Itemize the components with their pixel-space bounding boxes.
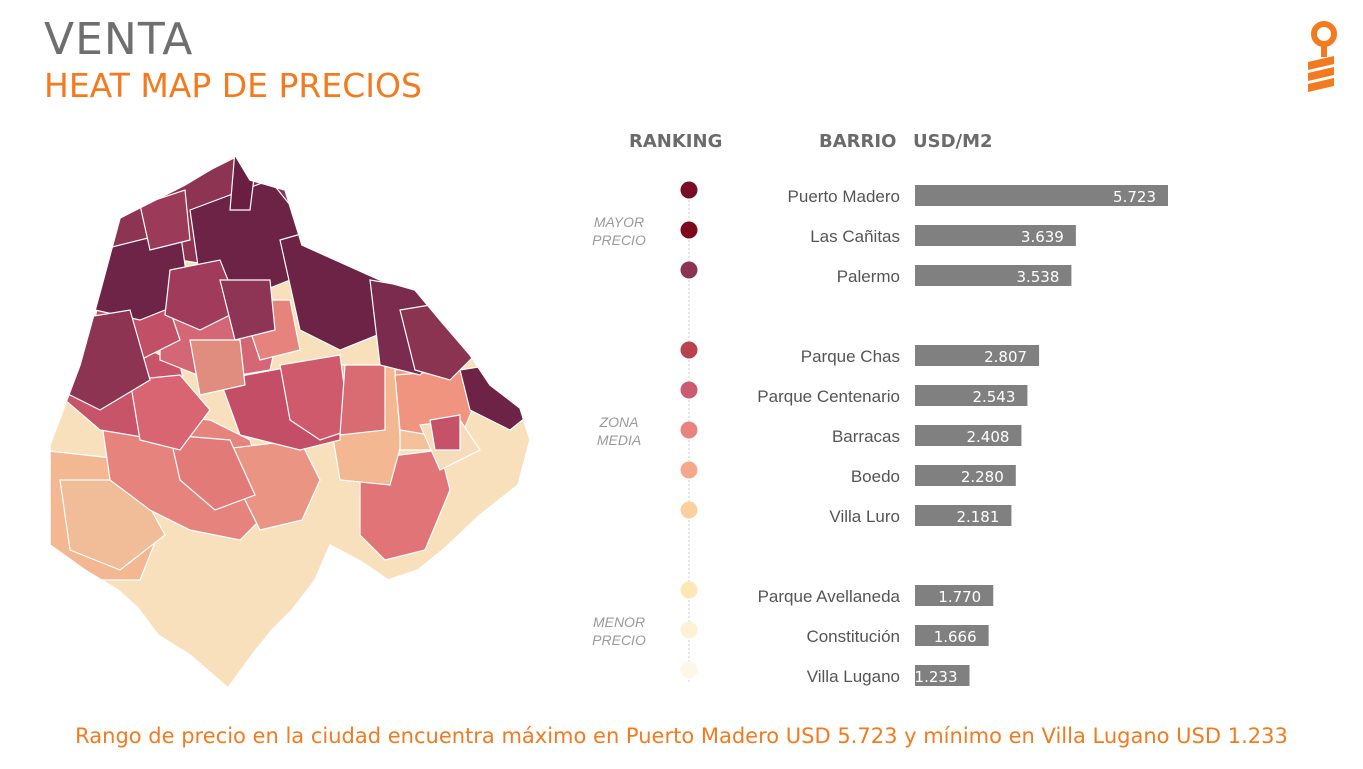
barrio-header: BARRIO (819, 131, 897, 152)
price-bar (915, 505, 1012, 526)
group-label: MEDIA (597, 432, 641, 448)
barrio-label: Villa Luro (829, 507, 900, 526)
barrio-label: Palermo (837, 267, 900, 286)
value-label: 1.666 (934, 628, 977, 646)
barrio-label: Constitución (806, 627, 900, 646)
value-label: 5.723 (1113, 188, 1156, 206)
rank-dot (680, 621, 698, 639)
price-bar (915, 225, 1076, 246)
value-label: 3.639 (1021, 228, 1064, 246)
rank-dot (680, 181, 698, 199)
value-label: 2.280 (961, 468, 1004, 486)
value-label: 1.770 (938, 588, 981, 606)
group-label: MENOR (593, 614, 645, 630)
barrio-label: Parque Avellaneda (758, 587, 901, 606)
group-label: ZONA (599, 414, 639, 430)
barrio-label: Villa Lugano (807, 667, 900, 686)
price-bar (915, 265, 1072, 286)
heat-map (49, 153, 531, 690)
rank-dot (680, 661, 698, 679)
value-header: USD/M2 (913, 131, 993, 152)
barrio-label: Barracas (832, 427, 900, 446)
page-subtitle: HEAT MAP DE PRECIOS (44, 66, 422, 105)
rank-dot (680, 421, 698, 439)
ranking-header: RANKING (629, 131, 723, 152)
price-bar (915, 585, 994, 606)
barrio-label: Boedo (851, 467, 900, 486)
value-label: 2.807 (984, 348, 1027, 366)
group-label: PRECIO (592, 632, 646, 648)
rank-dot (680, 461, 698, 479)
price-bar (915, 465, 1016, 486)
barrio-label: Las Cañitas (810, 227, 900, 246)
value-label: 3.538 (1016, 268, 1059, 286)
price-bar (915, 345, 1040, 366)
price-bar (915, 185, 1168, 206)
rank-dot (680, 221, 698, 239)
price-bar (915, 625, 989, 646)
price-bar (915, 385, 1028, 406)
rank-dot (680, 581, 698, 599)
value-label: 1.233 (915, 668, 958, 686)
key-icon (1308, 21, 1337, 92)
rank-dot (680, 261, 698, 279)
rank-dot (680, 341, 698, 359)
barrio-label: Parque Chas (801, 347, 900, 366)
value-label: 2.543 (972, 388, 1015, 406)
group-label: MAYOR (594, 214, 644, 230)
barrio-label: Parque Centenario (757, 387, 900, 406)
rank-dot (680, 501, 698, 519)
price-bar (915, 665, 970, 686)
group-label: PRECIO (592, 232, 646, 248)
price-bar (915, 425, 1022, 446)
barrio-label: Puerto Madero (788, 187, 900, 206)
value-label: 2.181 (956, 508, 999, 526)
page-title: VENTA (44, 14, 194, 65)
value-label: 2.408 (966, 428, 1009, 446)
footer-note: Rango de precio en la ciudad encuentra m… (75, 724, 1288, 748)
rank-dot (680, 381, 698, 399)
